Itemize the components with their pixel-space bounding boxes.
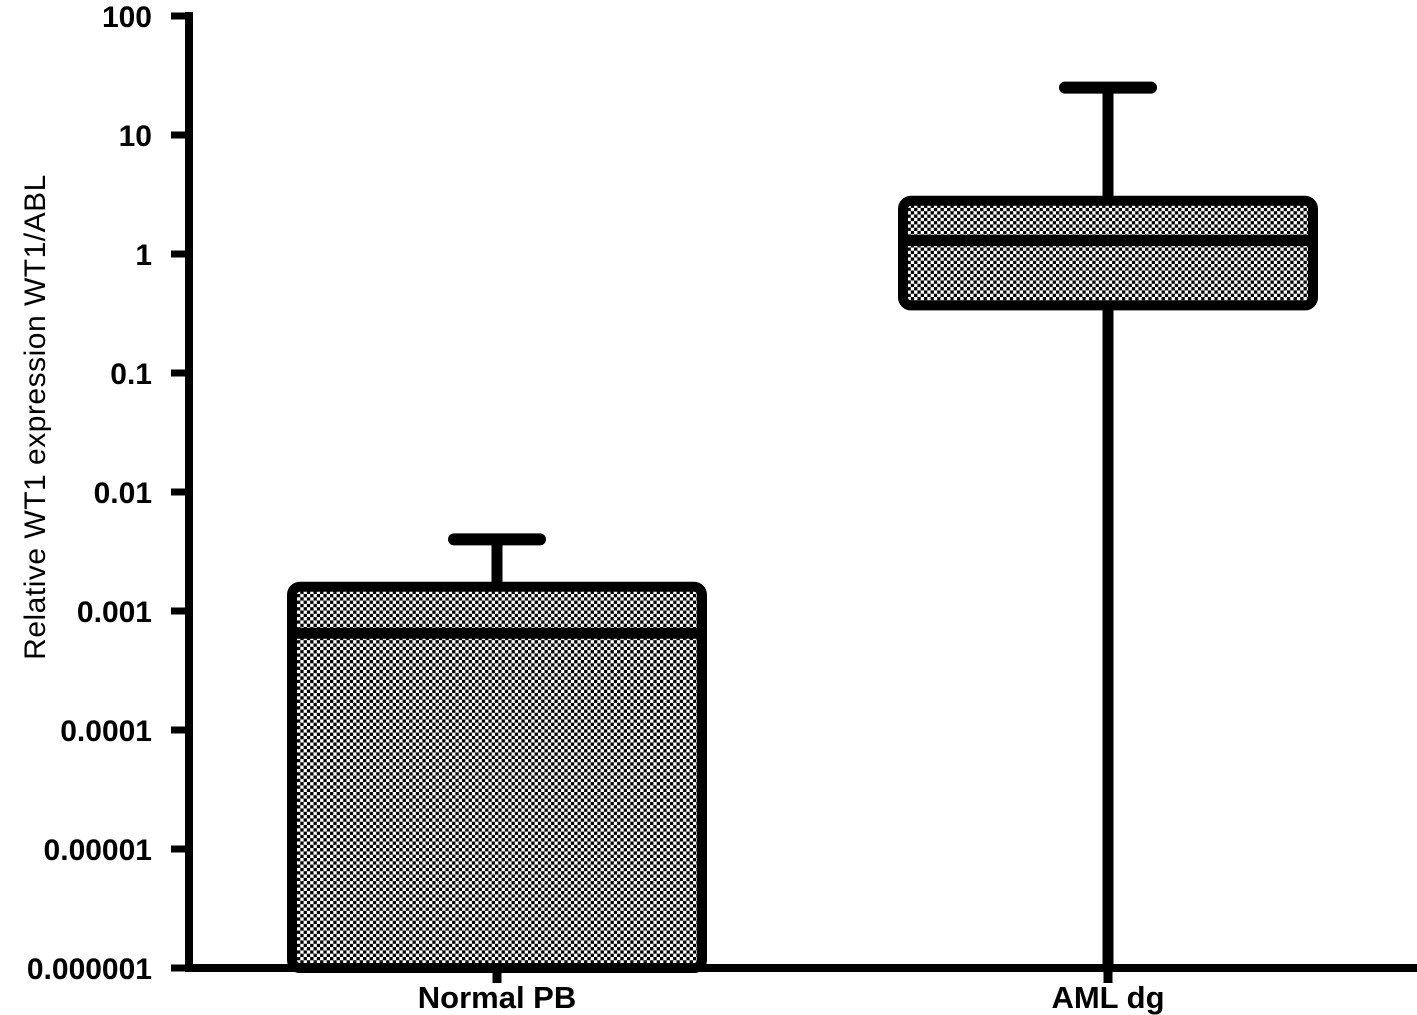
y-axis-title: Relative WT1 expression WT1/ABL	[19, 174, 52, 660]
y-tick-label: 100	[102, 1, 152, 34]
y-tick-label: 0.000001	[27, 953, 152, 986]
y-tick-label: 0.001	[77, 596, 152, 629]
box-normal-pb	[287, 581, 707, 973]
y-tick-label: 0.1	[110, 358, 152, 391]
y-tick-label: 1	[135, 239, 152, 272]
y-tick-label: 0.00001	[44, 834, 152, 867]
y-tick-label: 10	[119, 120, 152, 153]
box-aml-dg	[898, 195, 1318, 311]
x-category-label-aml-dg: AML dg	[1051, 980, 1164, 1015]
y-tick-label: 0.0001	[60, 715, 152, 748]
x-category-label-normal-pb: Normal PB	[418, 980, 576, 1015]
y-tick-label: 0.01	[94, 477, 152, 510]
